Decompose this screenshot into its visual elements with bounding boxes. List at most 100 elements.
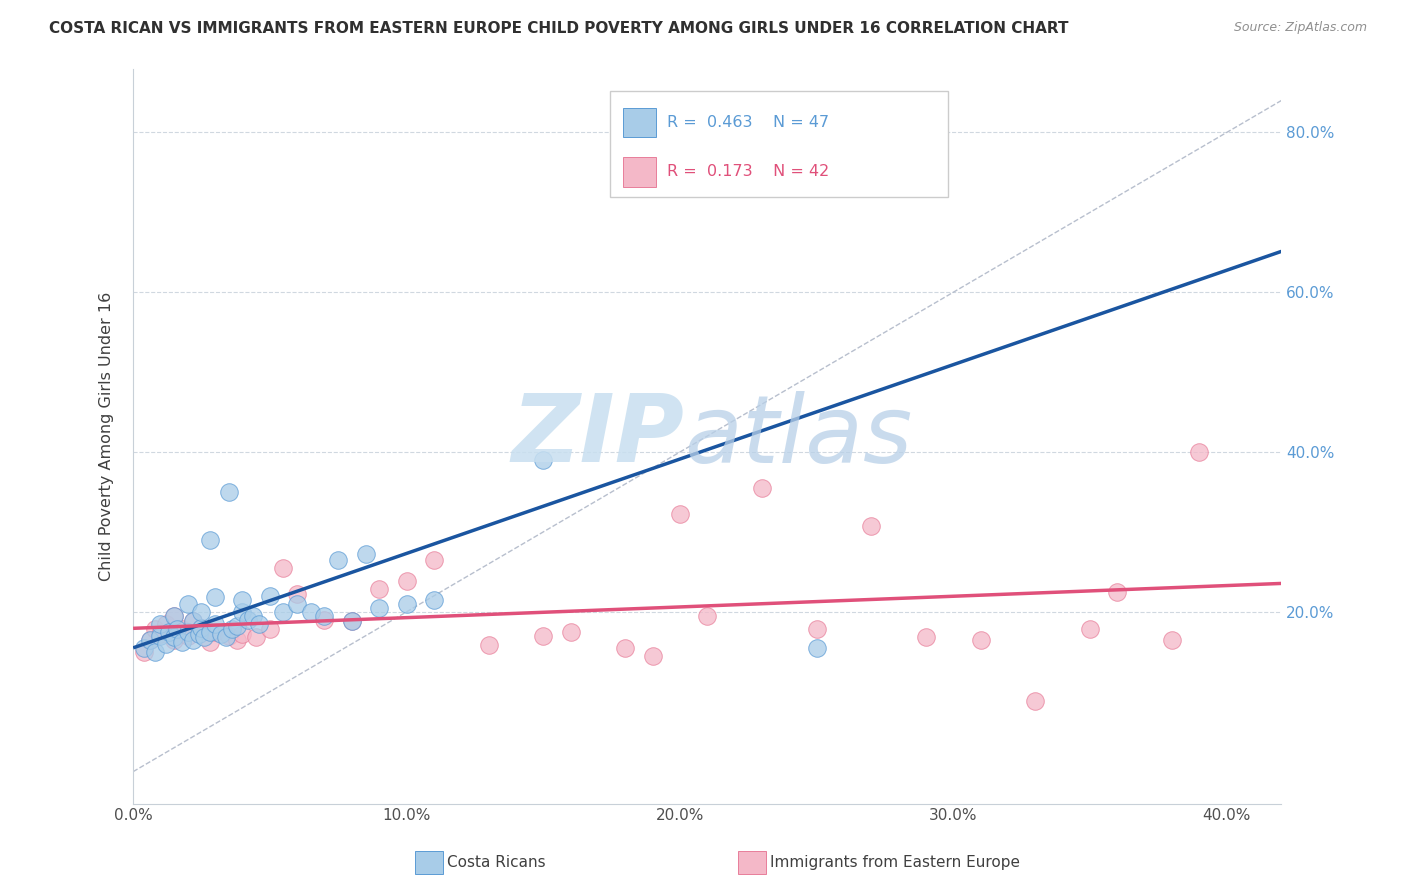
Point bbox=[531, 453, 554, 467]
Bar bbox=[623, 108, 655, 137]
Point bbox=[423, 592, 446, 607]
Point bbox=[340, 615, 363, 629]
Point bbox=[177, 597, 200, 611]
Point bbox=[669, 508, 692, 522]
Point bbox=[1078, 623, 1101, 637]
Text: ZIP: ZIP bbox=[512, 390, 685, 482]
Point bbox=[314, 613, 336, 627]
Point bbox=[314, 608, 336, 623]
Point bbox=[190, 605, 212, 619]
Point bbox=[1107, 585, 1129, 599]
Text: COSTA RICAN VS IMMIGRANTS FROM EASTERN EUROPE CHILD POVERTY AMONG GIRLS UNDER 16: COSTA RICAN VS IMMIGRANTS FROM EASTERN E… bbox=[49, 21, 1069, 37]
Point bbox=[247, 616, 270, 631]
Point bbox=[221, 623, 243, 637]
Point bbox=[187, 627, 209, 641]
Point bbox=[198, 635, 221, 649]
Point bbox=[163, 608, 186, 623]
Point bbox=[177, 629, 200, 643]
Point bbox=[328, 553, 350, 567]
Point bbox=[132, 645, 155, 659]
Point bbox=[723, 110, 745, 124]
Point bbox=[190, 621, 212, 635]
Point bbox=[751, 481, 773, 495]
Point bbox=[143, 623, 166, 637]
Point bbox=[806, 623, 828, 637]
Point bbox=[204, 591, 226, 605]
Point bbox=[259, 623, 281, 637]
Point bbox=[181, 615, 204, 629]
Point bbox=[477, 639, 499, 653]
Point bbox=[193, 631, 215, 645]
Point bbox=[285, 597, 308, 611]
Point bbox=[226, 619, 249, 633]
Point bbox=[138, 632, 160, 647]
Point bbox=[231, 605, 253, 619]
Text: R =  0.173    N = 42: R = 0.173 N = 42 bbox=[666, 164, 830, 179]
Point bbox=[231, 627, 253, 641]
Point bbox=[149, 616, 172, 631]
Point bbox=[614, 640, 637, 655]
Point bbox=[149, 627, 172, 641]
Point bbox=[245, 631, 267, 645]
Point bbox=[181, 615, 204, 629]
Point bbox=[172, 623, 194, 637]
Text: Costa Ricans: Costa Ricans bbox=[447, 855, 546, 870]
Point bbox=[198, 533, 221, 547]
FancyBboxPatch shape bbox=[610, 91, 949, 197]
Point bbox=[149, 629, 172, 643]
Point bbox=[860, 518, 883, 533]
Point bbox=[163, 608, 186, 623]
Point bbox=[204, 616, 226, 631]
Text: R =  0.463    N = 47: R = 0.463 N = 47 bbox=[666, 115, 830, 130]
Point bbox=[163, 632, 186, 647]
Point bbox=[395, 574, 418, 589]
Point bbox=[299, 605, 322, 619]
Point bbox=[132, 640, 155, 655]
Point bbox=[1161, 632, 1184, 647]
Point bbox=[163, 631, 186, 645]
Point bbox=[231, 592, 253, 607]
Bar bbox=[623, 157, 655, 186]
Point bbox=[696, 608, 718, 623]
Point bbox=[340, 615, 363, 629]
Point bbox=[354, 547, 377, 561]
Point bbox=[209, 627, 232, 641]
Point bbox=[368, 582, 391, 597]
Point bbox=[181, 632, 204, 647]
Point bbox=[215, 631, 238, 645]
Point bbox=[218, 629, 240, 643]
Text: Immigrants from Eastern Europe: Immigrants from Eastern Europe bbox=[770, 855, 1021, 870]
Text: atlas: atlas bbox=[685, 391, 912, 482]
Point bbox=[166, 623, 188, 637]
Point bbox=[1188, 445, 1211, 459]
Point bbox=[285, 587, 308, 601]
Point bbox=[204, 624, 226, 639]
Point bbox=[273, 561, 295, 575]
Point bbox=[155, 637, 177, 651]
Point bbox=[273, 605, 295, 619]
Point bbox=[395, 597, 418, 611]
Point bbox=[423, 553, 446, 567]
Point bbox=[242, 608, 264, 623]
Point bbox=[368, 600, 391, 615]
Point bbox=[1024, 694, 1046, 708]
Point bbox=[641, 648, 664, 663]
Point bbox=[806, 640, 828, 655]
Y-axis label: Child Poverty Among Girls Under 16: Child Poverty Among Girls Under 16 bbox=[100, 292, 114, 581]
Point bbox=[177, 624, 200, 639]
Point bbox=[143, 645, 166, 659]
Text: Source: ZipAtlas.com: Source: ZipAtlas.com bbox=[1233, 21, 1367, 35]
Point bbox=[155, 616, 177, 631]
Point bbox=[157, 624, 180, 639]
Point bbox=[531, 629, 554, 643]
Point bbox=[218, 485, 240, 500]
Point bbox=[236, 613, 259, 627]
Point bbox=[138, 632, 160, 647]
Point bbox=[226, 632, 249, 647]
Point bbox=[969, 632, 991, 647]
Point bbox=[560, 624, 582, 639]
Point bbox=[259, 589, 281, 603]
Point bbox=[198, 624, 221, 639]
Point bbox=[915, 631, 938, 645]
Point bbox=[172, 635, 194, 649]
